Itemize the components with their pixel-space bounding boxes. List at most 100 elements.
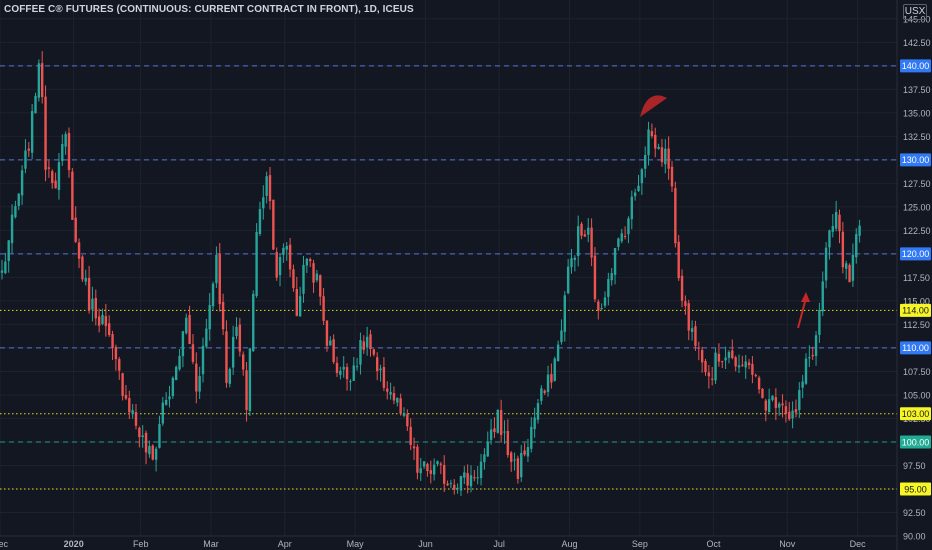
candle-body xyxy=(623,235,627,237)
candle-body xyxy=(456,487,459,489)
time-tick-label: Aug xyxy=(561,539,577,549)
drawings[interactable] xyxy=(640,95,810,329)
candle-body xyxy=(396,397,399,403)
candle-body xyxy=(198,376,201,392)
candle-body xyxy=(613,247,617,275)
candle-body xyxy=(419,468,422,474)
candle-body xyxy=(453,484,456,490)
level-tag xyxy=(900,59,931,73)
candle-body xyxy=(831,226,834,232)
candle-body xyxy=(479,461,483,479)
candle-body xyxy=(319,275,322,297)
price-tick-label: 117.50 xyxy=(903,273,930,283)
arrow-annotation xyxy=(797,297,807,329)
candle-body xyxy=(587,227,590,235)
candle-body xyxy=(171,377,175,397)
price-tick-label: 90.00 xyxy=(903,532,926,542)
candle-body xyxy=(245,370,248,411)
candle-body xyxy=(446,483,449,486)
level-tag-label: 114.00 xyxy=(902,306,929,316)
candle-body xyxy=(553,358,556,381)
candle-body xyxy=(721,361,724,363)
time-tick-label: Oct xyxy=(707,539,722,549)
time-tick-label: Dec xyxy=(0,539,8,549)
candle-body xyxy=(540,388,543,401)
candle-body xyxy=(349,381,352,383)
candle-body xyxy=(298,296,302,317)
candle-body xyxy=(345,367,349,380)
level-tag xyxy=(900,247,931,261)
candle-body xyxy=(0,270,4,273)
level-tag-label: 95.00 xyxy=(904,484,927,494)
candle-body xyxy=(168,396,171,400)
candle-body xyxy=(727,351,731,358)
candles xyxy=(0,51,861,497)
candle-body xyxy=(148,446,151,455)
candle-body xyxy=(660,147,664,163)
candle-body xyxy=(41,63,44,98)
candle-body xyxy=(185,317,188,334)
candle-body xyxy=(496,409,499,433)
candle-body xyxy=(607,279,610,297)
candle-body xyxy=(724,357,727,361)
candle-body xyxy=(851,254,855,281)
candle-body xyxy=(674,187,677,244)
candle-body xyxy=(784,406,788,414)
candle-body xyxy=(791,410,794,419)
level-tag xyxy=(900,341,931,355)
price-tick-label: 137.50 xyxy=(903,85,931,95)
candle-body xyxy=(288,244,292,270)
candle-body xyxy=(87,277,91,311)
candle-body xyxy=(342,366,345,370)
candle-body xyxy=(325,320,329,346)
candle-body xyxy=(47,167,51,169)
candle-body xyxy=(218,254,221,305)
candle-body xyxy=(255,232,258,296)
candle-body xyxy=(30,111,34,153)
candle-body xyxy=(359,339,362,365)
candle-body xyxy=(14,206,17,218)
candle-body xyxy=(510,452,513,462)
candle-body xyxy=(704,361,707,373)
candle-body xyxy=(841,231,845,268)
candle-body xyxy=(506,430,510,456)
candle-body xyxy=(778,403,781,408)
candle-body xyxy=(577,226,580,257)
candle-body xyxy=(640,169,644,184)
candle-body xyxy=(530,426,533,449)
candle-body xyxy=(845,263,848,269)
candle-body xyxy=(526,447,530,457)
time-tick-label: Sep xyxy=(632,539,648,549)
currency-label[interactable]: USX xyxy=(903,4,927,20)
candle-body xyxy=(386,388,389,392)
candle-body xyxy=(466,473,469,486)
candle-body xyxy=(252,293,255,352)
candle-body xyxy=(382,366,386,388)
candle-body xyxy=(439,463,443,465)
candle-body xyxy=(747,362,751,366)
candle-body xyxy=(4,261,7,274)
candle-body xyxy=(657,146,660,149)
candle-body xyxy=(158,424,161,448)
candle-body xyxy=(275,252,278,278)
candle-body xyxy=(242,354,245,370)
arc-annotation xyxy=(640,95,667,117)
horizontal-levels[interactable] xyxy=(0,65,897,490)
candle-body xyxy=(412,446,416,449)
candle-body xyxy=(292,269,295,289)
candle-body xyxy=(654,134,657,149)
candle-body xyxy=(814,335,818,357)
candle-body xyxy=(848,264,851,283)
candle-body xyxy=(707,372,711,377)
candle-body xyxy=(94,297,97,319)
candle-body xyxy=(34,95,37,114)
time-axis[interactable]: Dec 2020 Feb Mar Apr May Jun Jul Aug Sep Oct Nov Dec xyxy=(0,539,866,549)
candle-body xyxy=(312,263,315,283)
time-tick-label: Jul xyxy=(493,539,505,549)
candle-body xyxy=(74,217,77,242)
level-tag-label: 120.00 xyxy=(902,249,930,259)
candle-body xyxy=(302,264,305,294)
candle-body xyxy=(265,176,268,196)
candle-body xyxy=(205,328,208,347)
